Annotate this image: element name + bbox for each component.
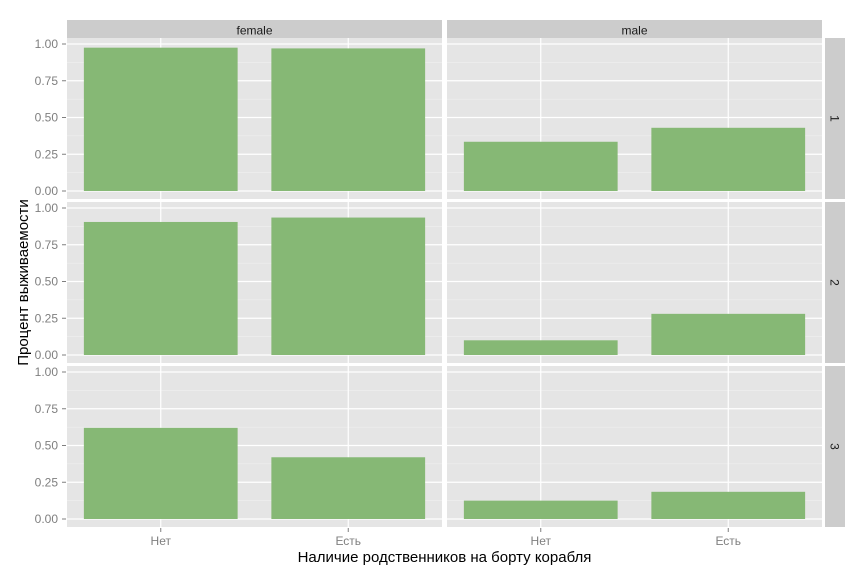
strip-male-bg xyxy=(447,20,822,40)
y-tick-label: 0.75 xyxy=(35,74,59,88)
strip-row-3-bg xyxy=(825,366,845,527)
y-tick-label: 0.25 xyxy=(35,475,59,489)
panel-female-row-3 xyxy=(67,366,442,527)
bar-male-row-2-2 xyxy=(651,313,806,355)
y-tick-label: 1.00 xyxy=(35,37,59,51)
bar-male-row-3-1 xyxy=(463,500,618,519)
bar-female-row-2-1 xyxy=(83,221,238,355)
x-tick-label: Есть xyxy=(715,534,741,548)
y-tick-label: 0.00 xyxy=(35,348,59,362)
panel-female-row-1 xyxy=(67,38,442,199)
y-tick-label: 0.75 xyxy=(35,238,59,252)
bar-male-row-1-2 xyxy=(651,127,806,191)
panel-male-row-2 xyxy=(447,202,822,363)
strip-label-row-2: 2 xyxy=(828,279,842,286)
x-tick-label: Нет xyxy=(151,534,172,548)
y-tick-label: 0.50 xyxy=(35,111,59,125)
y-tick-label: 0.25 xyxy=(35,147,59,161)
y-tick-label: 0.75 xyxy=(35,402,59,416)
panel-female-row-2 xyxy=(67,202,442,363)
y-tick-label: 0.50 xyxy=(35,275,59,289)
panel-male-row-3 xyxy=(447,366,822,527)
bar-female-row-3-2 xyxy=(271,457,426,519)
bar-male-row-1-1 xyxy=(463,141,618,191)
x-tick-label: Есть xyxy=(335,534,361,548)
bar-female-row-2-2 xyxy=(271,217,426,355)
strip-label-row-1: 1 xyxy=(828,115,842,122)
panel-male-row-1 xyxy=(447,38,822,199)
bar-male-row-3-2 xyxy=(651,491,806,519)
x-axis-ticks: Нет Есть Нет Есть xyxy=(151,528,741,548)
y-tick-label: 0.00 xyxy=(35,512,59,526)
y-tick-label: 0.25 xyxy=(35,311,59,325)
y-tick-label: 1.00 xyxy=(35,201,59,215)
bar-female-row-3-1 xyxy=(83,427,238,519)
strip-female-bg xyxy=(67,20,442,40)
y-tick-label: 0.00 xyxy=(35,184,59,198)
strip-row-2-bg xyxy=(825,202,845,363)
bar-female-row-1-2 xyxy=(271,48,426,191)
facet-panels xyxy=(67,38,822,527)
column-strips: female male xyxy=(67,20,822,40)
row-strips: 1 2 3 xyxy=(825,38,845,527)
strip-label-female: female xyxy=(236,24,272,38)
x-tick-label: Нет xyxy=(531,534,552,548)
strip-label-male: male xyxy=(621,24,647,38)
y-axis-ticks: 0.00 0.25 0.50 0.75 1.00 0.00 0.25 0.50 0.75 1.00… xyxy=(35,37,66,526)
y-tick-label: 1.00 xyxy=(35,365,59,379)
y-axis-title: Процент выживаемости xyxy=(15,199,32,366)
x-axis-title: Наличие родственников на борту корабля xyxy=(298,549,592,566)
strip-label-row-3: 3 xyxy=(828,443,842,450)
strip-row-1-bg xyxy=(825,38,845,199)
bar-male-row-2-1 xyxy=(463,340,618,355)
bar-female-row-1-1 xyxy=(83,47,238,191)
y-tick-label: 0.50 xyxy=(35,439,59,453)
